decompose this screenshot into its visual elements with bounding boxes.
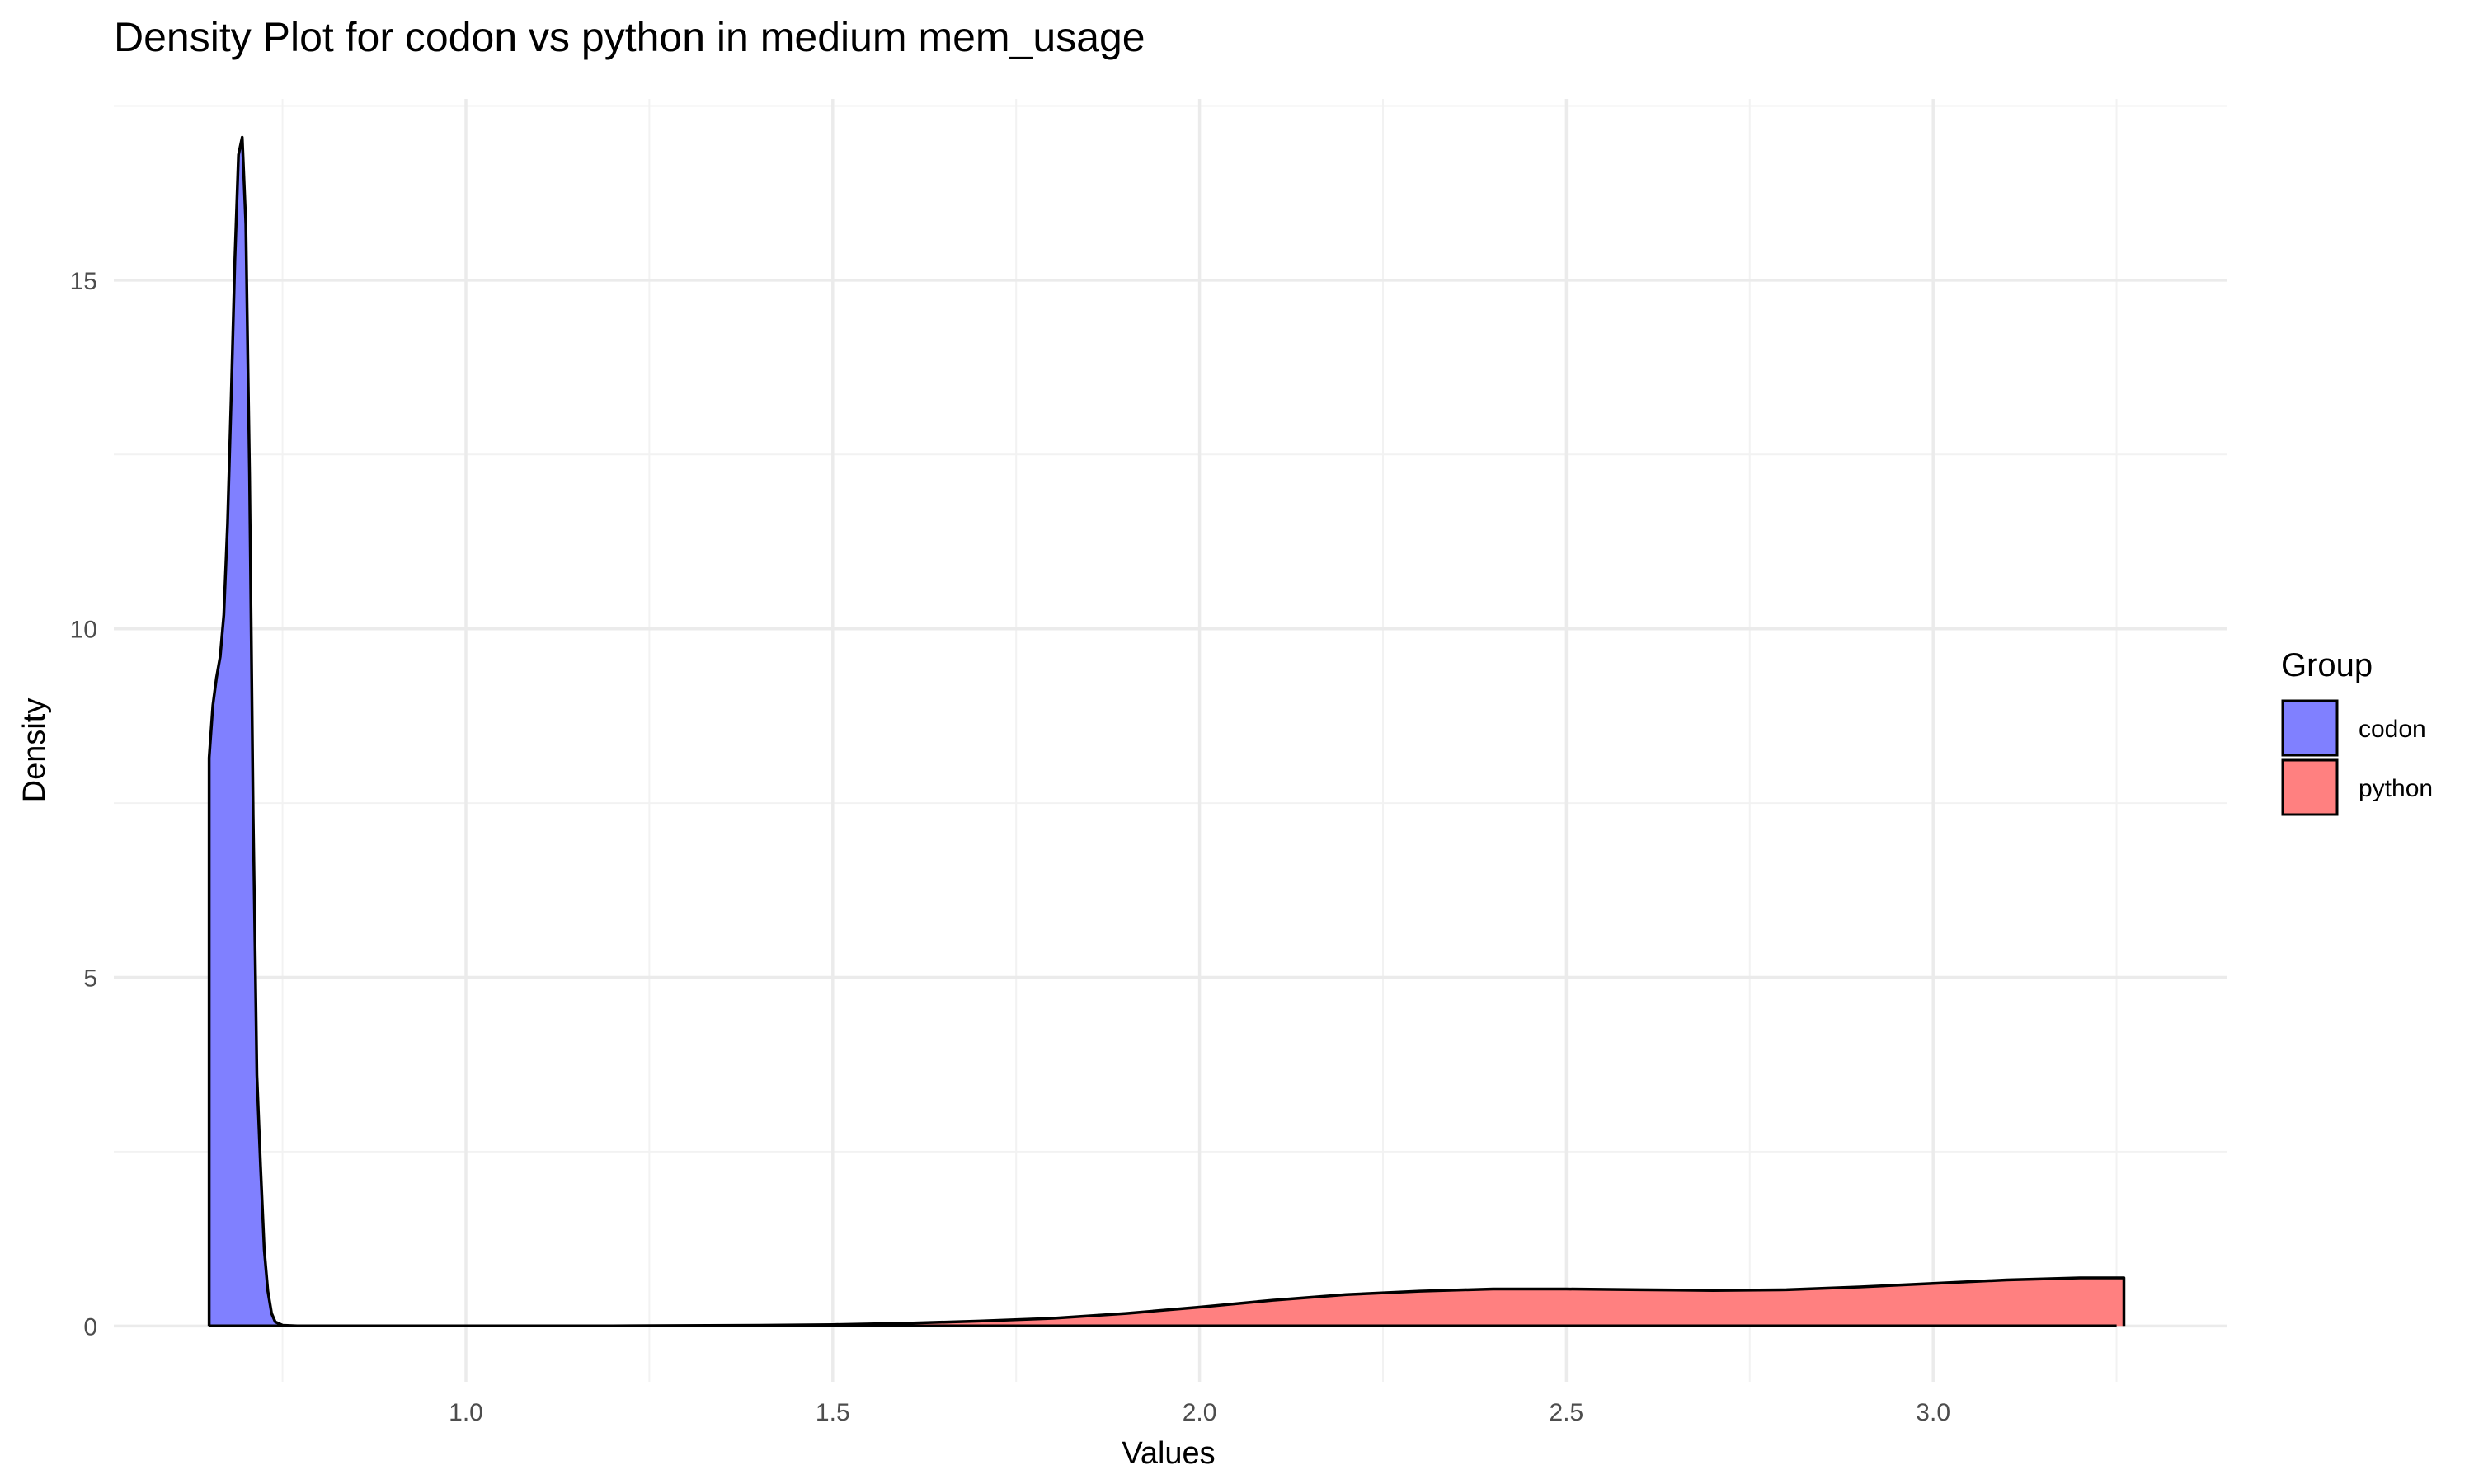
legend-key-python xyxy=(2281,758,2339,816)
x-axis-title: Values xyxy=(1122,1436,1215,1471)
density-outline-codon xyxy=(207,135,2117,1328)
minor-gridlines xyxy=(114,99,2227,1382)
y-axis-ticks: 0 5 10 15 xyxy=(70,268,97,1341)
x-axis-ticks: 1.0 1.5 2.0 2.5 3.0 xyxy=(449,1399,1950,1426)
y-axis-title: Density xyxy=(17,698,52,803)
chart-title: Density Plot for codon vs python in medi… xyxy=(114,14,1145,60)
legend-items: codon python xyxy=(2281,699,2433,816)
x-tick-label: 1.0 xyxy=(449,1399,483,1426)
density-areas xyxy=(207,135,2126,1328)
density-area-python xyxy=(209,1278,2124,1327)
y-tick-label: 15 xyxy=(70,268,97,295)
x-tick-label: 2.5 xyxy=(1550,1399,1584,1426)
legend-key-codon xyxy=(2281,699,2339,757)
density-area-codon xyxy=(209,137,2117,1327)
y-tick-label: 0 xyxy=(83,1313,97,1341)
legend-label-python: python xyxy=(2359,775,2433,802)
major-gridlines xyxy=(114,99,2227,1382)
legend: Group codon python xyxy=(2281,647,2433,816)
x-tick-label: 1.5 xyxy=(816,1399,850,1426)
x-tick-label: 2.0 xyxy=(1183,1399,1217,1426)
legend-label-codon: codon xyxy=(2359,716,2426,743)
legend-title: Group xyxy=(2281,647,2373,683)
x-tick-label: 3.0 xyxy=(1916,1399,1950,1426)
y-tick-label: 5 xyxy=(83,965,97,993)
y-tick-label: 10 xyxy=(70,617,97,644)
